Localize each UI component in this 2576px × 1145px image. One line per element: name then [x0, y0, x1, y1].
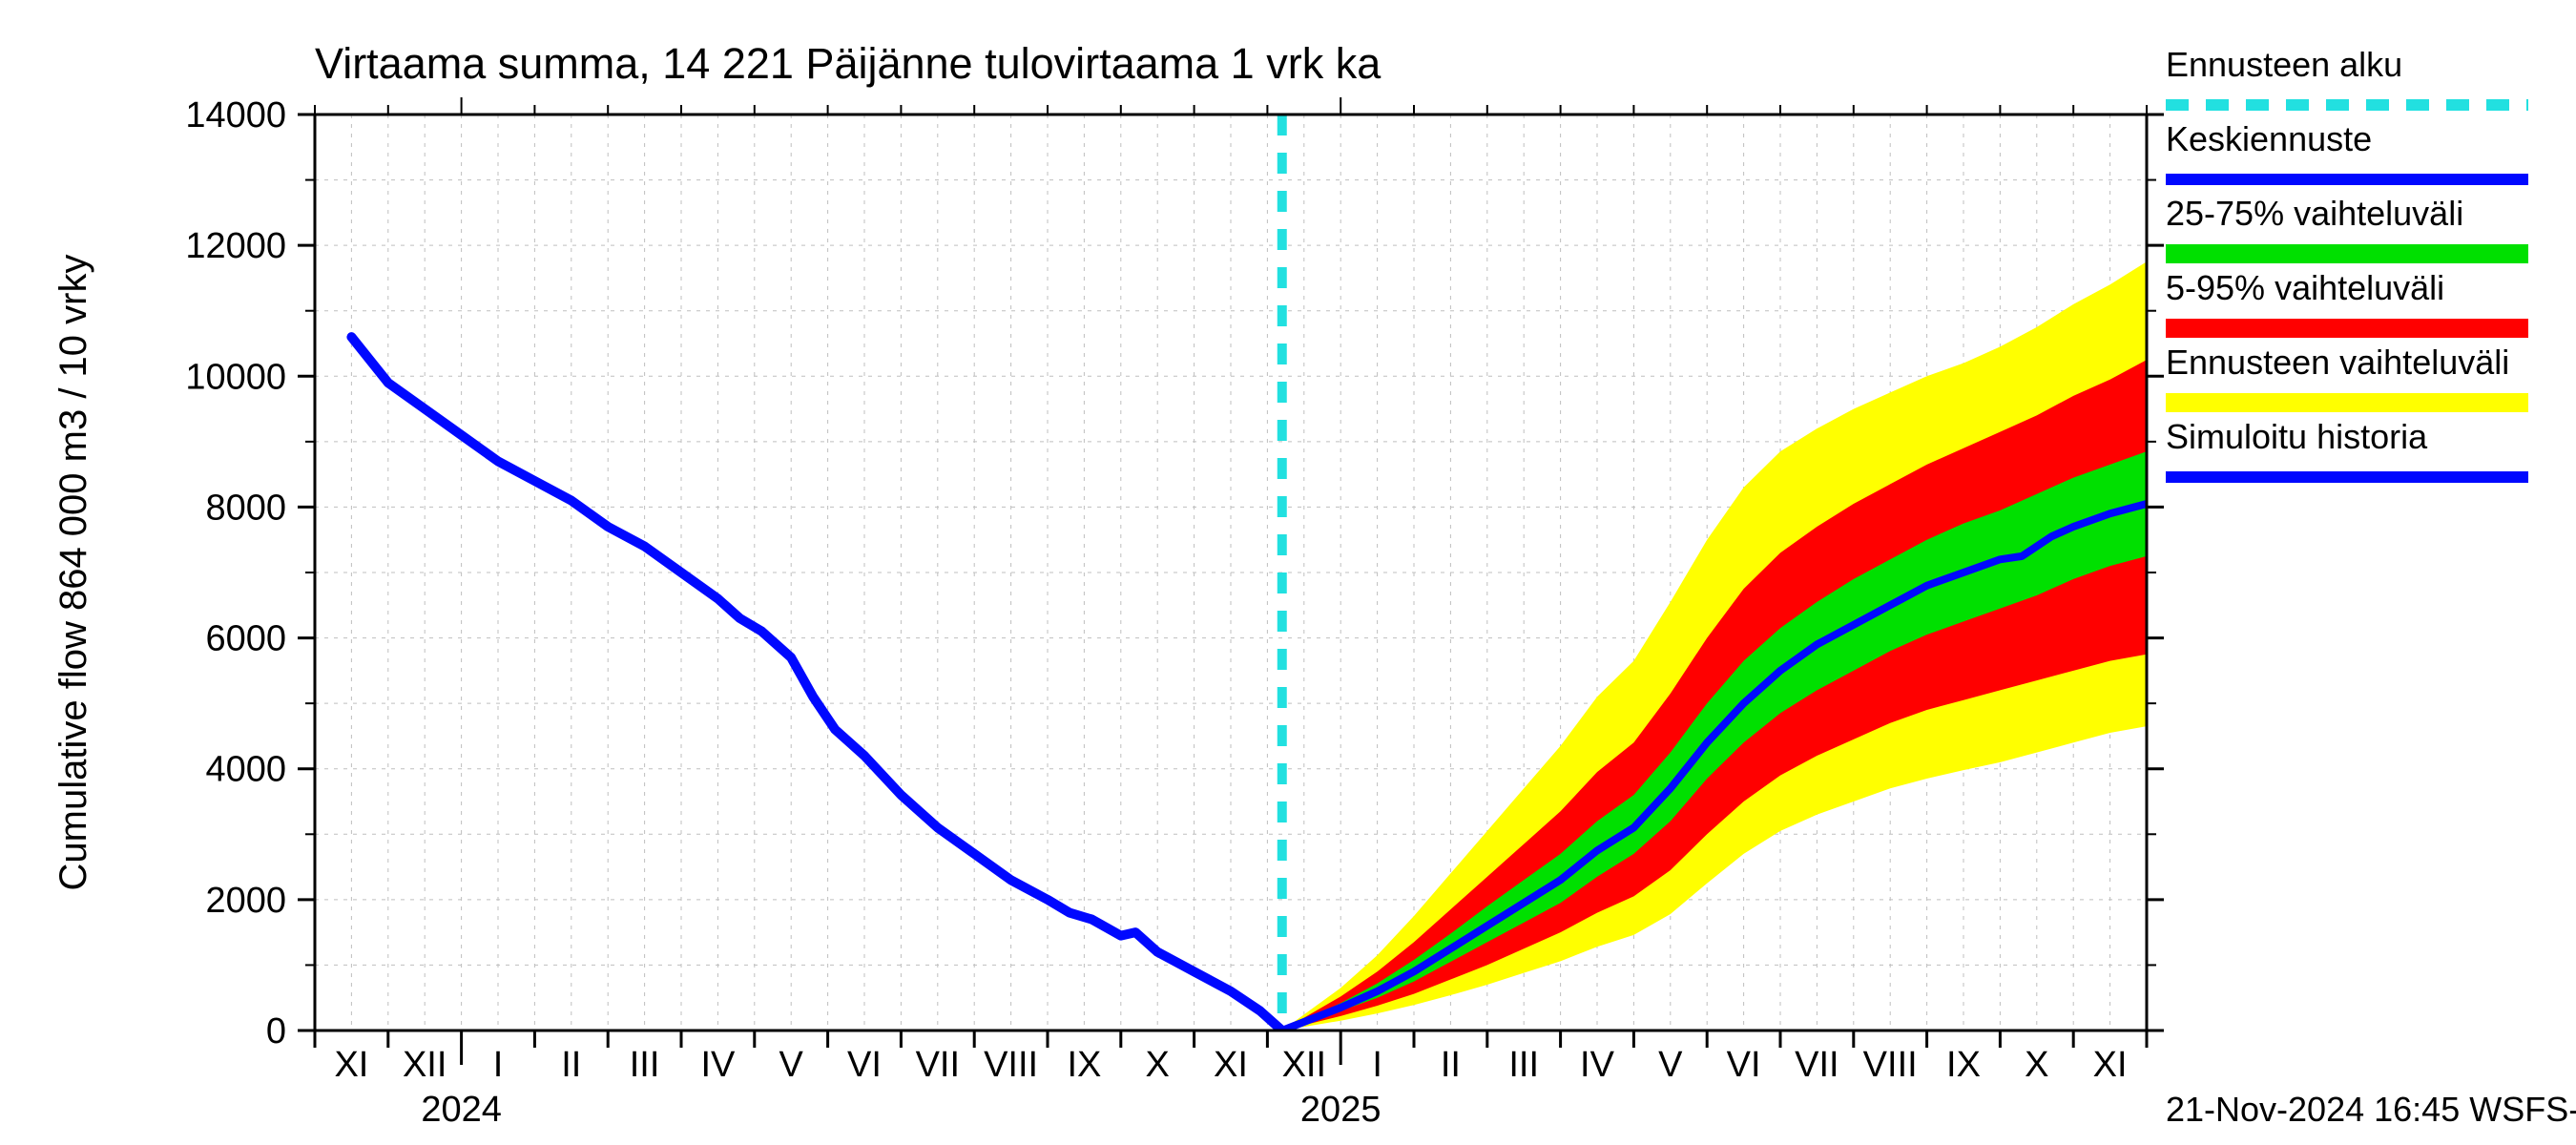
chart-container: 02000400060008000100001200014000XIXIIIII…: [0, 0, 2576, 1145]
x-tick-label: VII: [1795, 1045, 1839, 1085]
x-tick-label: IX: [1946, 1045, 1981, 1085]
y-tick-label: 14000: [185, 95, 286, 135]
legend-label: Simuloitu historia: [2166, 417, 2428, 456]
y-tick-label: 0: [266, 1011, 286, 1051]
x-tick-label: III: [1508, 1045, 1539, 1085]
x-tick-label: VI: [1727, 1045, 1761, 1085]
y-tick-label: 8000: [205, 488, 286, 528]
legend-label: Ennusteen alku: [2166, 45, 2402, 84]
x-tick-label: XI: [334, 1045, 368, 1085]
footer-text: 21-Nov-2024 16:45 WSFS-O: [2166, 1090, 2576, 1129]
x-tick-label: X: [2025, 1045, 2048, 1085]
x-tick-label: V: [1658, 1045, 1683, 1085]
x-tick-label: IV: [1580, 1045, 1615, 1085]
legend-label: 5-95% vaihteluväli: [2166, 268, 2444, 307]
chart-svg: 02000400060008000100001200014000XIXIIIII…: [0, 0, 2576, 1145]
x-tick-label: I: [1372, 1045, 1382, 1085]
y-axis-label: Cumulative flow 864 000 m3 / 10 vrky: [52, 255, 94, 891]
x-tick-label: XII: [403, 1045, 447, 1085]
x-tick-label: VII: [916, 1045, 960, 1085]
x-tick-label: VI: [847, 1045, 882, 1085]
x-tick-label: III: [630, 1045, 660, 1085]
x-tick-label: IX: [1067, 1045, 1101, 1085]
x-tick-label: VIII: [1863, 1045, 1918, 1085]
x-year-label: 2025: [1300, 1090, 1381, 1130]
x-tick-label: I: [493, 1045, 504, 1085]
y-tick-label: 6000: [205, 619, 286, 659]
y-tick-label: 10000: [185, 357, 286, 397]
legend-label: Keskiennuste: [2166, 119, 2372, 158]
x-tick-label: XII: [1282, 1045, 1326, 1085]
legend-swatch: [2166, 393, 2528, 412]
x-year-label: 2024: [421, 1090, 502, 1130]
x-tick-label: II: [561, 1045, 581, 1085]
x-tick-label: IV: [700, 1045, 736, 1085]
y-tick-label: 12000: [185, 226, 286, 266]
y-tick-label: 4000: [205, 750, 286, 790]
x-tick-label: XI: [2093, 1045, 2128, 1085]
legend-label: 25-75% vaihteluväli: [2166, 194, 2463, 233]
y-tick-label: 2000: [205, 881, 286, 921]
history-line: [351, 337, 1281, 1030]
chart-title: Virtaama summa, 14 221 Päijänne tulovirt…: [315, 39, 1381, 88]
forecast-bands: [1282, 232, 2184, 1030]
legend-swatch: [2166, 319, 2528, 338]
x-tick-label: II: [1441, 1045, 1461, 1085]
x-tick-label: X: [1146, 1045, 1170, 1085]
x-tick-label: VIII: [984, 1045, 1038, 1085]
legend-label: Ennusteen vaihteluväli: [2166, 343, 2509, 382]
x-tick-label: V: [779, 1045, 804, 1085]
x-tick-label: XI: [1214, 1045, 1248, 1085]
legend-swatch: [2166, 244, 2528, 263]
